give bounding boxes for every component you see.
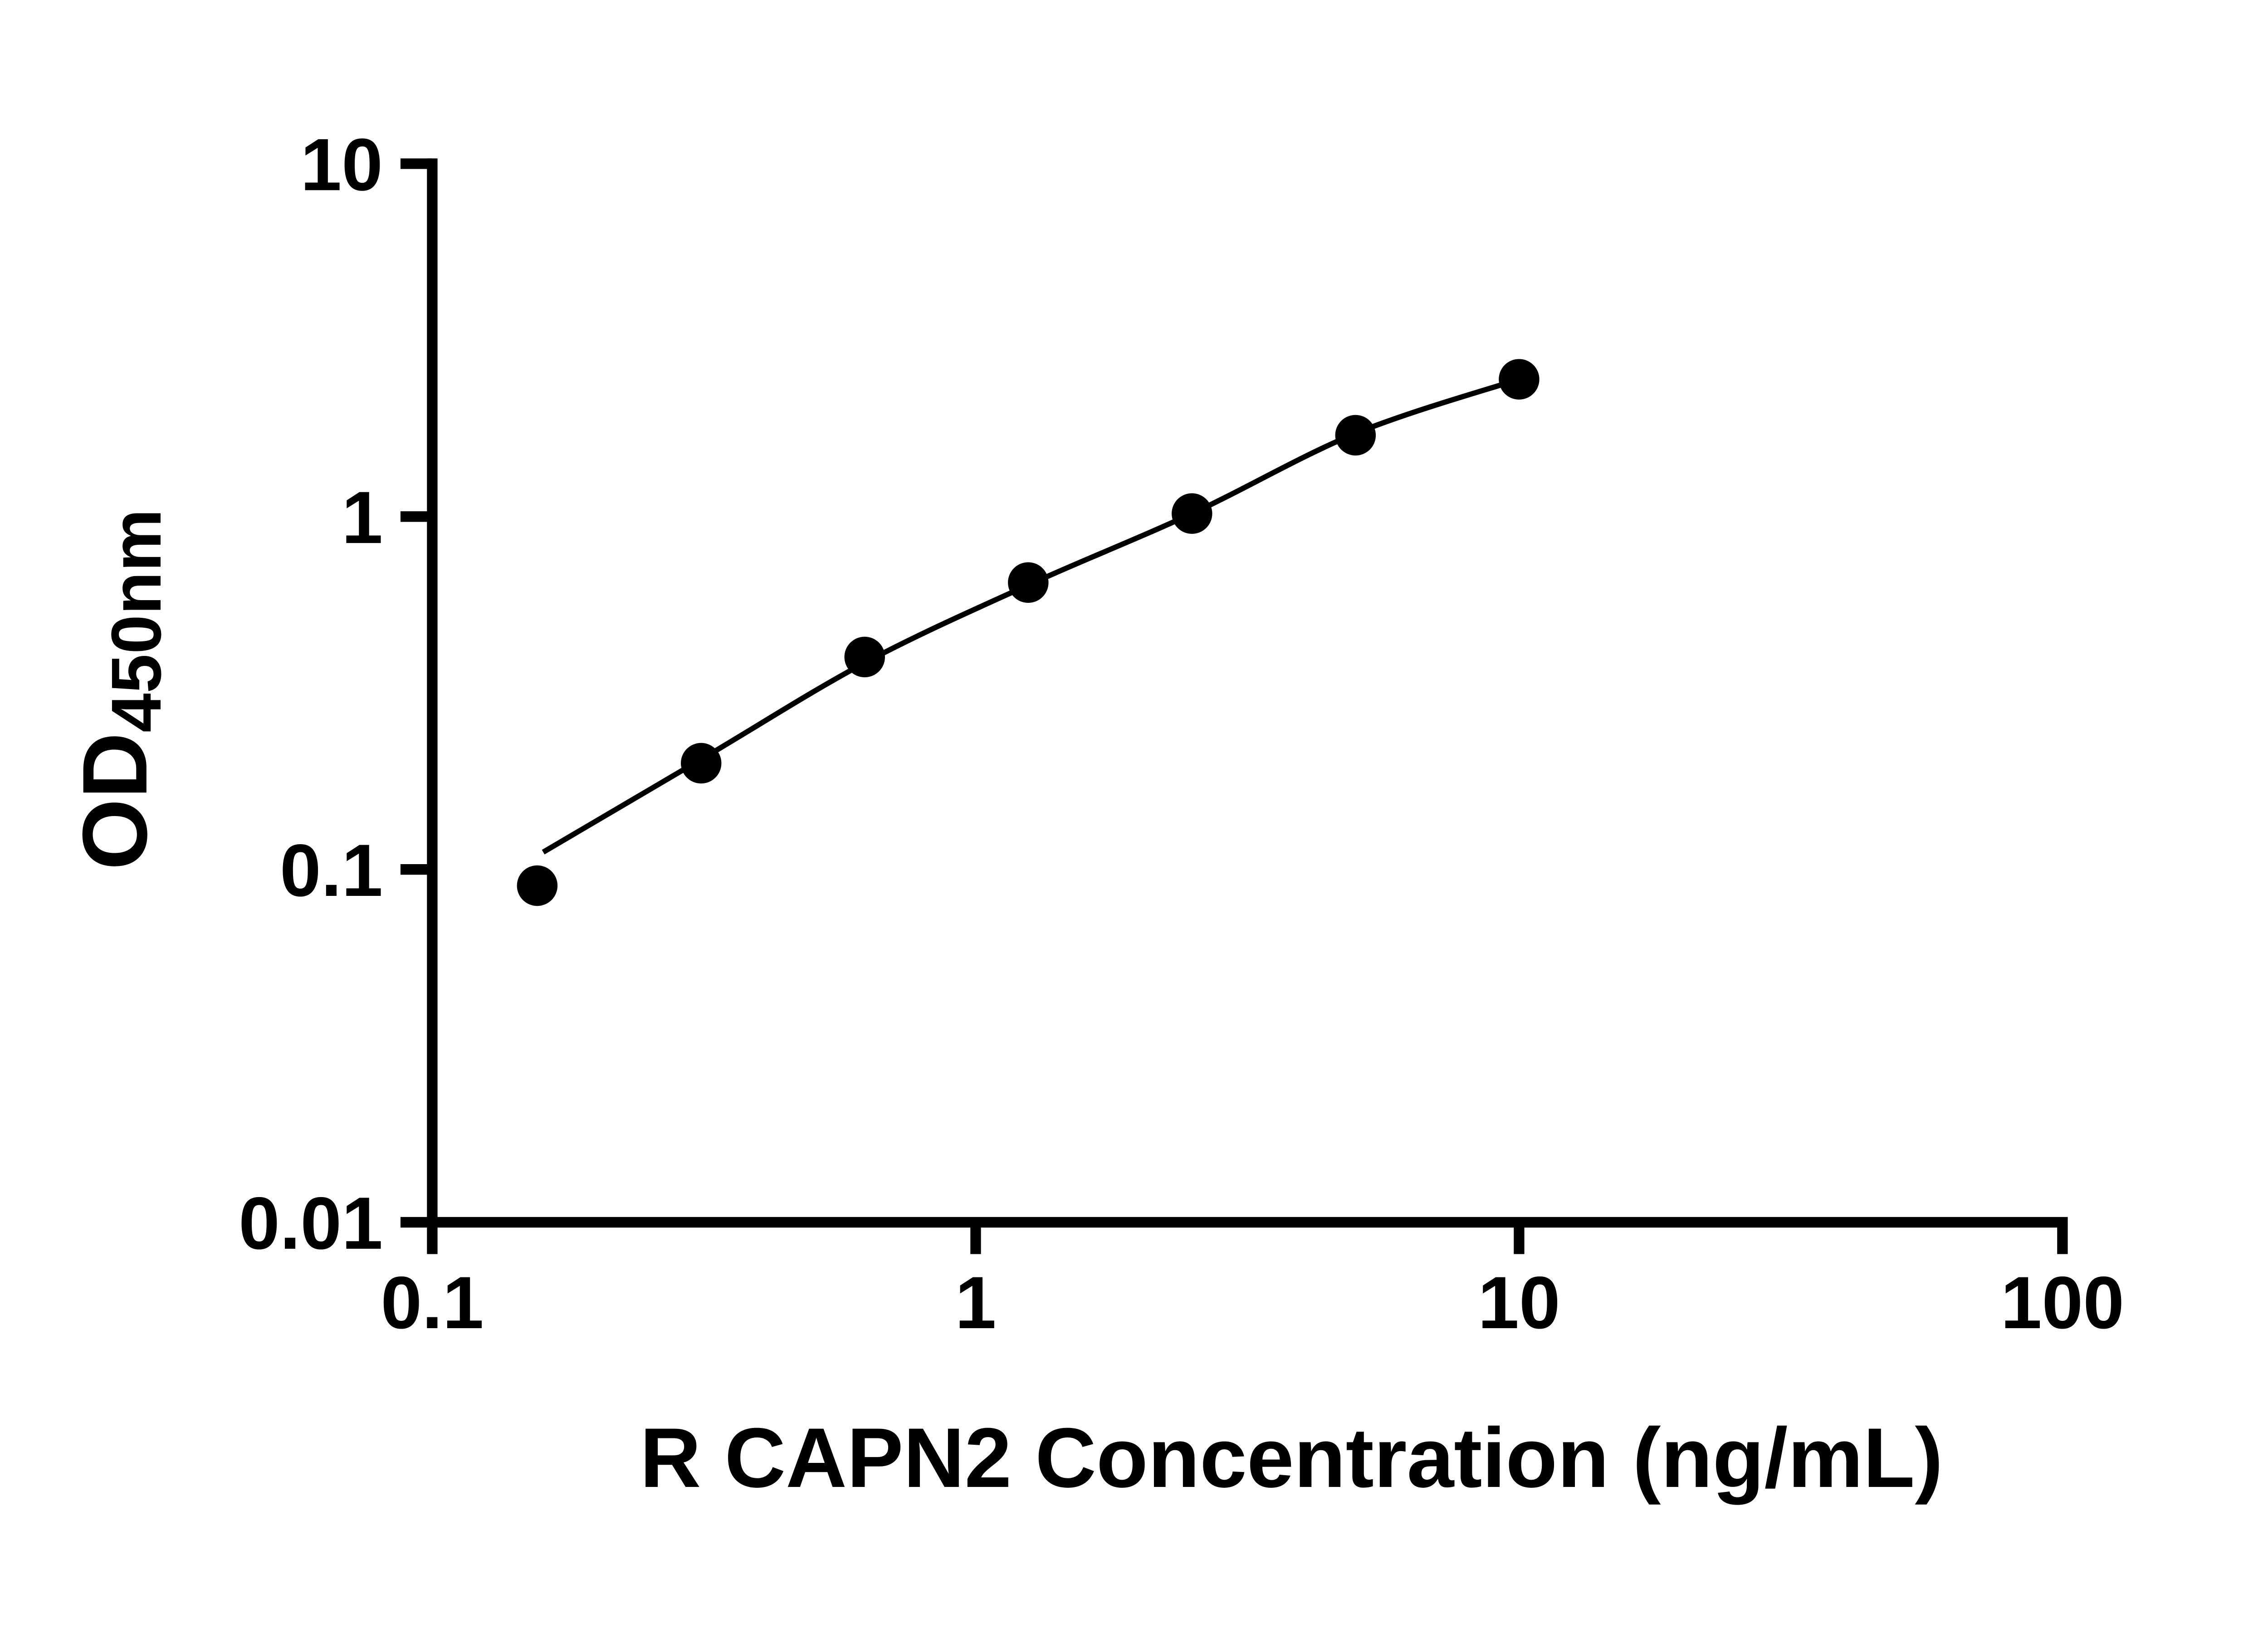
data-point xyxy=(680,743,722,784)
data-point xyxy=(1008,562,1049,603)
data-point xyxy=(1499,359,1540,400)
y-axis-title-subscript: 450nm xyxy=(97,509,176,733)
fit-curve-layer xyxy=(542,376,1520,855)
data-point xyxy=(517,865,558,906)
data-points-layer xyxy=(517,359,1540,906)
data-point xyxy=(1335,415,1376,456)
x-axis-tick-label: 0.1 xyxy=(381,1261,484,1344)
data-point xyxy=(844,636,885,678)
fit-curve xyxy=(542,376,1520,855)
x-axis-title: R CAPN2 Concentration (ng/mL) xyxy=(640,1410,1943,1505)
y-axis-title: OD450nm xyxy=(64,509,176,870)
y-axis-tick-label: 1 xyxy=(342,476,383,559)
axis-ticks xyxy=(400,158,2068,1254)
data-point xyxy=(1172,493,1212,534)
x-axis-tick-label: 10 xyxy=(1478,1261,1560,1344)
y-axis-title-main: OD xyxy=(64,733,166,870)
x-axis-tick-label: 1 xyxy=(955,1261,996,1344)
y-axis-tick-label: 10 xyxy=(300,123,383,206)
x-axis-tick-label: 100 xyxy=(2001,1261,2125,1344)
y-axis-tick-label: 0.1 xyxy=(280,829,383,912)
y-axis-tick-label: 0.01 xyxy=(239,1182,383,1265)
